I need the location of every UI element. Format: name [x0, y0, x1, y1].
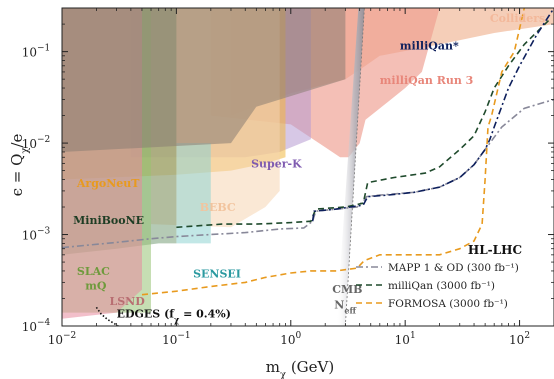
x-axis-label: mχ (GeV)	[266, 358, 334, 379]
label-mq: mQ	[85, 280, 107, 293]
label-argoneut: ArgoNeuT	[76, 177, 140, 190]
legend-entry: MAPP 1 & OD (300 fb⁻¹)	[388, 262, 519, 274]
x-tick-label: 10−1	[162, 331, 191, 347]
label-edges-f: EDGES (fχ = 0.4%)	[117, 308, 231, 325]
label-bebc: BEBC	[200, 201, 236, 214]
x-tick-label: 101	[395, 331, 416, 347]
region-sensei	[176, 143, 210, 243]
x-tick-label: 100	[280, 331, 301, 347]
label-sensei: SENSEI	[193, 267, 241, 280]
label-super-k: Super-K	[251, 158, 302, 171]
x-tick-label: 10−2	[48, 331, 77, 347]
label-lsnd: LSND	[110, 295, 146, 308]
y-tick-label: 10−1	[22, 44, 51, 60]
label-colliders: Colliders	[490, 12, 545, 25]
y-tick-label: 10−4	[22, 318, 51, 334]
y-tick-label: 10−3	[22, 227, 51, 243]
legend-entry: milliQan (3000 fb⁻¹)	[388, 280, 495, 292]
legend-entry: FORMOSA (3000 fb⁻¹)	[388, 298, 508, 310]
label-milliqan: milliQan*	[400, 40, 459, 53]
label-slac: SLAC	[77, 265, 110, 278]
label-miniboone: MiniBooNE	[73, 214, 144, 227]
legend: HL-LHC MAPP 1 & OD (300 fb⁻¹) milliQan (30…	[356, 243, 522, 310]
legend-title: HL-LHC	[468, 243, 522, 257]
label-milliqan-run-3: milliQan Run 3	[380, 74, 474, 87]
x-tick-label: 102	[509, 331, 530, 347]
